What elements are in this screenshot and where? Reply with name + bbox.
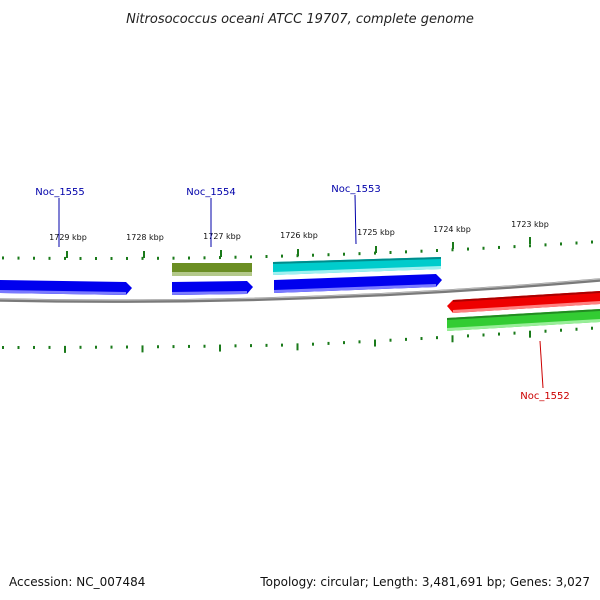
gene-label-noc-1555[interactable]: Noc_1555 [35, 187, 85, 198]
tick-label: 1723 kbp [511, 220, 549, 229]
tick-label: 1726 kbp [280, 231, 318, 240]
gene-callouts: Noc_1555 Noc_1554 Noc_1553 Noc_1552 [35, 184, 570, 402]
gene-arrow-red[interactable] [447, 291, 600, 313]
gene-label-noc-1553[interactable]: Noc_1553 [331, 184, 381, 195]
tick-label: 1728 kbp [126, 233, 164, 242]
gene-features [0, 257, 600, 331]
tick-label: 1724 kbp [433, 225, 471, 234]
gene-label-noc-1552[interactable]: Noc_1552 [520, 391, 570, 402]
accession-label: Accession: NC_007484 [9, 575, 146, 589]
gene-arrow-green[interactable] [447, 309, 600, 331]
tick-label: 1725 kbp [357, 228, 395, 237]
scale-labels: 1729 kbp 1728 kbp 1727 kbp 1726 kbp 1725… [49, 220, 549, 258]
tick-label: 1727 kbp [203, 232, 241, 241]
inner-tick-marks [2, 326, 593, 353]
gene-label-noc-1554[interactable]: Noc_1554 [186, 187, 236, 198]
outer-tick-marks [2, 240, 593, 260]
tick-label: 1729 kbp [49, 233, 87, 242]
genome-backbone [0, 278, 600, 303]
genome-summary: Topology: circular; Length: 3,481,691 bp… [260, 575, 590, 589]
map-title: Nitrosococcus oceani ATCC 19707, complet… [126, 12, 474, 27]
